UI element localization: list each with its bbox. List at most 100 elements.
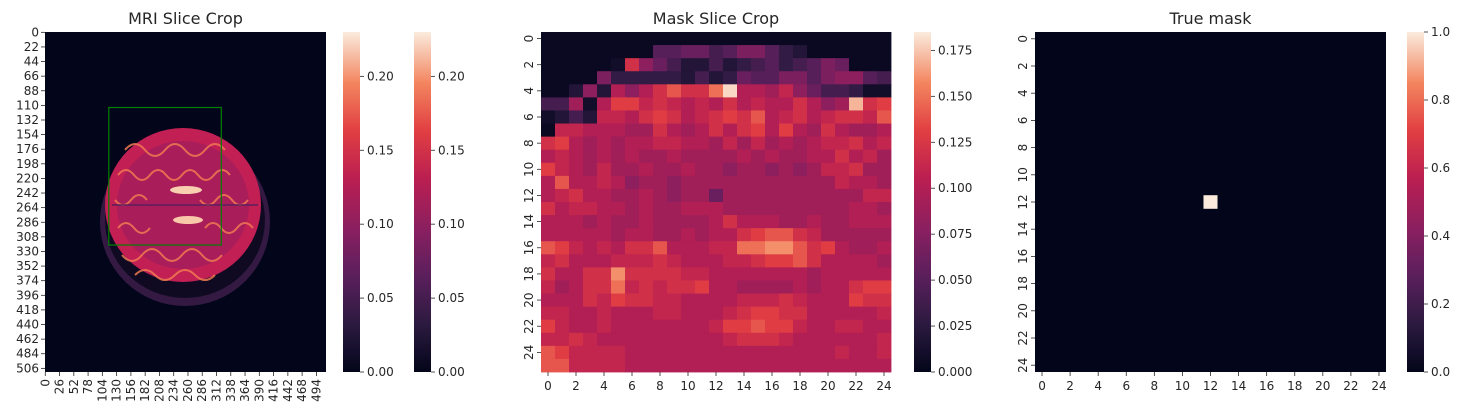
truemask-title: True mask: [1168, 9, 1252, 28]
mask-cell: [821, 32, 836, 46]
mask-cell: [625, 58, 640, 72]
mask-cell: [835, 58, 850, 72]
mask-cell: [611, 254, 626, 268]
mask-cell: [695, 202, 710, 216]
mask-cell: [709, 358, 724, 373]
mask-cell: [863, 45, 878, 59]
mask-cell: [709, 175, 724, 190]
mask-y-tick-label: 4: [522, 87, 536, 95]
mask-cell: [611, 45, 626, 59]
mask-cell: [877, 215, 892, 229]
mask-cell: [541, 202, 556, 216]
mask-cell: [569, 162, 584, 177]
mask-cell: [667, 32, 682, 46]
mri-x-tick-label: 494: [309, 379, 323, 402]
mask-cell: [653, 202, 668, 216]
mask-cell: [849, 45, 864, 59]
truemask-y-tick-label: 16: [1016, 249, 1030, 264]
mask-cell: [751, 136, 766, 151]
mask-cell: [751, 123, 766, 138]
mri-x-axis: 0 26 52 78 104 130 156 182 208 234 260 286 312 338 364…: [38, 372, 323, 402]
mask-cell: [835, 110, 850, 124]
mask-cell: [653, 123, 668, 138]
mri-y-tick-label: 440: [16, 318, 39, 332]
mri-y-tick-label: 308: [16, 230, 39, 244]
mask-cell: [555, 228, 570, 242]
mask-cell: [555, 136, 570, 151]
mask-cell: [625, 188, 640, 203]
mask-cell: [821, 136, 836, 151]
mask-cell: [737, 175, 752, 190]
mask-cell: [541, 175, 556, 190]
mri-x-tick-label: 182: [138, 379, 152, 402]
mask-cell: [807, 175, 822, 190]
mask-cell: [695, 215, 710, 229]
mask-cell: [583, 136, 598, 151]
mask-cell: [583, 71, 598, 85]
mask-cell: [751, 45, 766, 59]
mri-colorbar-2-tick-label: 0.05: [438, 291, 465, 305]
mask-cell: [835, 71, 850, 85]
mask-cell: [877, 306, 892, 321]
mri-colorbar-2: 0.00 0.05 0.10 0.15 0.20: [414, 32, 465, 379]
mask-cell: [583, 32, 598, 46]
mask-cell: [681, 254, 696, 268]
mask-colorbar-tick-label: 0.025: [938, 319, 972, 333]
truemask-x-tick-label: 22: [1343, 379, 1358, 393]
truemask-x-tick-label: 18: [1287, 379, 1302, 393]
mask-cell: [625, 254, 640, 268]
mask-cell: [695, 358, 710, 373]
truemask-y-tick-label: 0: [1016, 35, 1030, 43]
mask-cell: [793, 202, 808, 216]
mask-cell: [779, 202, 794, 216]
mask-cell: [667, 71, 682, 85]
mask-cell: [737, 267, 752, 281]
mri-y-tick-label: 220: [16, 171, 39, 185]
mri-y-tick-label: 506: [16, 361, 39, 375]
mask-cell: [639, 71, 654, 85]
mask-cell: [793, 136, 808, 151]
truemask-colorbar-tick-label: 0.2: [1431, 297, 1450, 311]
mask-cell: [555, 162, 570, 177]
mri-y-tick-label: 418: [16, 303, 39, 317]
mask-cell: [723, 332, 738, 347]
mask-cell: [625, 32, 640, 46]
mask-cell: [709, 149, 724, 164]
mask-cell: [751, 228, 766, 242]
mask-cell: [681, 319, 696, 334]
mask-cell: [625, 241, 640, 255]
mask-cell: [569, 136, 584, 151]
mask-cell: [779, 293, 794, 308]
mask-cell: [709, 306, 724, 321]
mask-cell: [779, 123, 794, 138]
mri-y-tick-label: 110: [16, 98, 39, 112]
mask-cell: [863, 97, 878, 111]
mask-cell: [541, 123, 556, 138]
mask-cell: [835, 306, 850, 321]
mask-cell: [541, 345, 556, 360]
mask-cell: [555, 45, 570, 59]
mask-cell: [835, 45, 850, 59]
mask-cell: [765, 215, 780, 229]
mask-cell: [737, 215, 752, 229]
mask-cell: [653, 280, 668, 294]
mask-cell: [611, 358, 626, 373]
mask-cell: [639, 58, 654, 72]
mask-cell: [821, 110, 836, 124]
mask-cell: [541, 58, 556, 72]
mask-cell: [863, 110, 878, 124]
mask-cell: [807, 123, 822, 138]
mask-cell: [793, 332, 808, 347]
mask-cell: [751, 254, 766, 268]
truemask-y-tick-label: 20: [1016, 303, 1030, 318]
mask-cell: [611, 84, 626, 98]
mask-cell: [835, 136, 850, 151]
mask-cell: [695, 267, 710, 281]
truemask-colorbar-tick-label: 0.8: [1431, 93, 1450, 107]
mask-cell: [597, 241, 612, 255]
mask-cell: [625, 45, 640, 59]
mask-cell: [765, 149, 780, 164]
mask-cell: [597, 136, 612, 151]
mri-y-tick-label: 396: [16, 288, 39, 302]
